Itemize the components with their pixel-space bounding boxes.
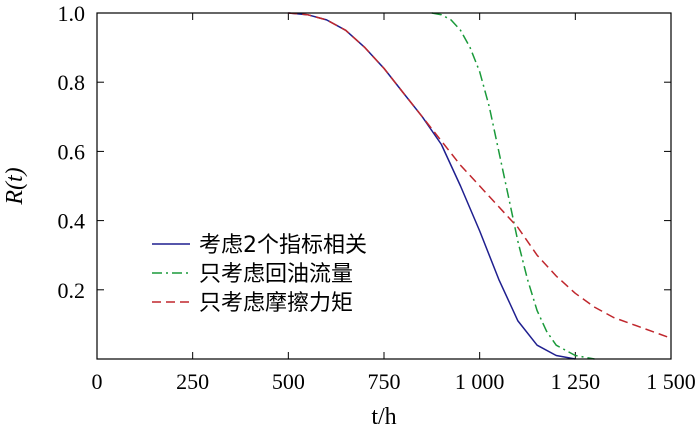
y-tick-label: 0.6: [58, 139, 86, 164]
series-line: [288, 12, 672, 339]
legend-label: 只考虑摩擦力矩: [199, 291, 353, 316]
x-tick-label: 250: [176, 369, 209, 394]
series-line: [431, 12, 595, 360]
tick-labels: 0 250 500 750 1 000 1 250 1 500 0.2 0.4 0.6 0.8 1.0: [58, 1, 696, 394]
x-axis-title: t/h: [371, 404, 396, 430]
x-tick-label: 1 000: [455, 369, 505, 394]
x-tick-label: 1 500: [646, 369, 696, 394]
legend-label: 只考虑回油流量: [199, 262, 353, 287]
x-tick-label: 1 250: [551, 369, 601, 394]
x-tick-label: 0: [92, 369, 103, 394]
y-tick-label: 1.0: [58, 1, 86, 26]
y-axis-title: R(t): [2, 167, 28, 205]
plot-frame: [96, 12, 672, 360]
axis-ticks: [96, 12, 672, 359]
legend-label: 考虑2个指标相关: [199, 233, 367, 258]
y-tick-label: 0.2: [58, 278, 86, 303]
x-tick-label: 750: [368, 369, 401, 394]
y-tick-label: 0.4: [58, 209, 86, 234]
series-layer: [288, 12, 672, 360]
y-tick-label: 0.8: [58, 70, 86, 95]
x-tick-label: 500: [272, 369, 305, 394]
